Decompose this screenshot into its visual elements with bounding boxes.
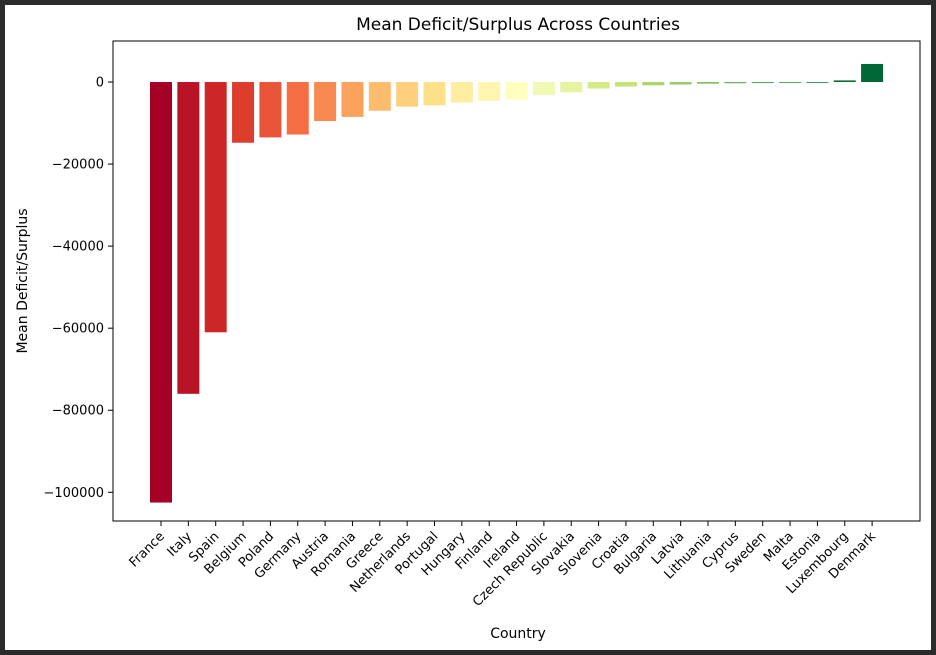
y-axis-label: Mean Deficit/Surplus — [15, 208, 31, 353]
bar-italy — [177, 82, 200, 394]
bar-ireland — [505, 82, 528, 100]
bar-portugal — [423, 82, 446, 106]
y-axis: 0 −20000 −40000 −60000 −80000 −100000 — [43, 76, 113, 501]
x-tick-label: France — [127, 529, 168, 570]
bar-belgium — [232, 82, 255, 143]
y-tick-label: −20000 — [52, 158, 104, 173]
bar-lithuania — [697, 82, 719, 84]
bar-netherlands — [396, 82, 419, 107]
bar-hungary — [450, 82, 473, 103]
x-axis: FranceItalySpainBelgiumPolandGermanyAust… — [127, 521, 879, 610]
bar-finland — [478, 82, 501, 101]
bar-estonia — [806, 82, 829, 83]
bar-luxembourg — [833, 80, 856, 83]
bar-austria — [314, 82, 337, 121]
bar-denmark — [861, 63, 884, 83]
bar-sweden — [751, 82, 774, 84]
y-tick-label: −100000 — [43, 486, 104, 501]
bar-greece — [368, 82, 391, 111]
bar-germany — [286, 82, 309, 135]
y-tick-label: −40000 — [52, 240, 104, 255]
bar-slovakia — [560, 82, 583, 93]
chart-title: Mean Deficit/Surplus Across Countries — [356, 15, 680, 35]
y-tick-label: −60000 — [52, 322, 104, 337]
bar-cyprus — [724, 82, 747, 84]
bar-spain — [204, 82, 227, 333]
bar-bulgaria — [642, 82, 665, 86]
bar-france — [150, 82, 172, 503]
y-tick-label: −80000 — [52, 404, 104, 419]
bar-poland — [259, 82, 282, 138]
bars-group — [150, 63, 884, 503]
bar-romania — [341, 82, 364, 117]
bar-latvia — [669, 82, 692, 85]
bar-croatia — [614, 82, 637, 87]
bar-czech-republic — [532, 82, 555, 96]
bar-slovenia — [587, 82, 610, 89]
y-tick-label: 0 — [96, 76, 104, 91]
bar-malta — [779, 82, 802, 83]
x-axis-label: Country — [490, 626, 546, 642]
